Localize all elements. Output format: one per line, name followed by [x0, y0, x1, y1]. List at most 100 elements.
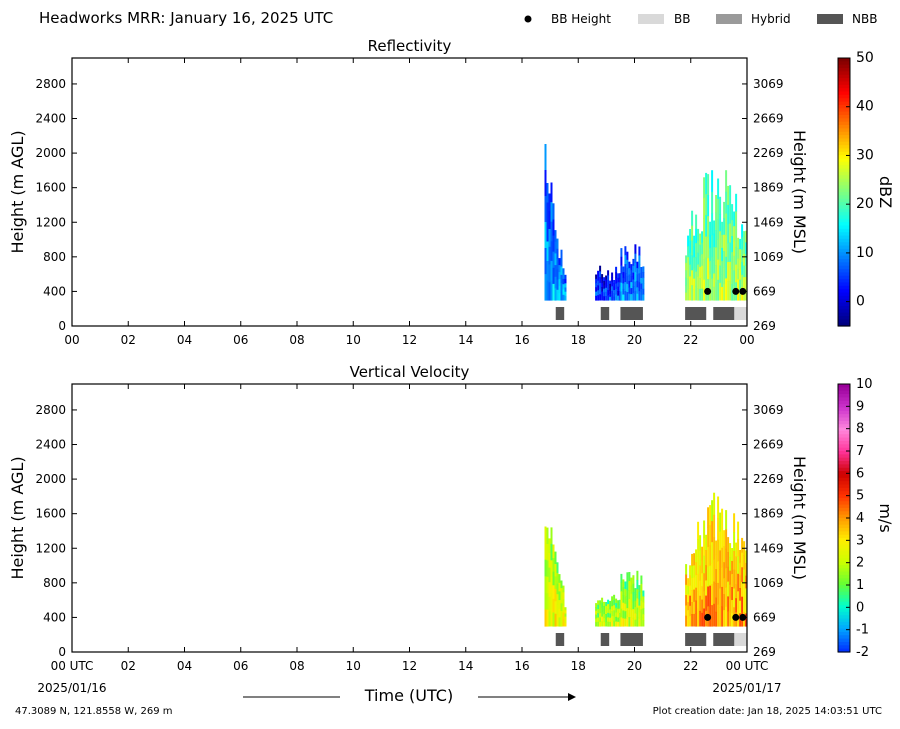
echo-cell	[717, 496, 720, 519]
echo-cell	[548, 264, 551, 283]
echo-cell	[550, 280, 553, 301]
echo-cell	[599, 613, 602, 618]
echo-cell	[725, 548, 728, 569]
colorbar-band	[838, 71, 850, 76]
colorbar-tick-label: 6	[856, 466, 864, 481]
y-right-tick-label: 1869	[753, 181, 784, 195]
echo-cell	[544, 144, 547, 171]
echo-cell	[615, 294, 618, 301]
echo-cell	[705, 550, 708, 566]
echo-cell	[703, 555, 706, 574]
echo-cell	[745, 613, 748, 627]
echo-cell	[607, 612, 610, 618]
colorbar-band	[838, 497, 850, 502]
echo-cell	[622, 294, 625, 301]
echo-cell	[620, 256, 623, 266]
echo-cell	[617, 273, 620, 279]
echo-cell	[552, 598, 555, 613]
echo-cell	[713, 247, 716, 261]
echo-cell	[715, 212, 718, 231]
echo-cell	[544, 526, 547, 544]
echo-cell	[642, 272, 645, 279]
echo-cell	[687, 246, 690, 258]
colorbar-band	[838, 427, 850, 432]
echo-cell	[564, 616, 567, 621]
colorbar-band	[838, 581, 850, 586]
colorbar-band	[838, 275, 850, 280]
colorbar-band	[838, 322, 850, 327]
echo-cell	[562, 284, 565, 290]
echo-cell	[727, 581, 730, 597]
echo-cell	[636, 607, 639, 618]
echo-cell	[548, 567, 551, 583]
colorbar-band	[838, 464, 850, 469]
echo-cell	[703, 590, 706, 609]
echo-cell	[556, 269, 559, 280]
echo-cell	[739, 588, 742, 602]
y-right-tick-label: 2669	[753, 438, 784, 452]
echo-cell	[731, 252, 734, 269]
echo-cell	[713, 603, 716, 627]
echo-cell	[723, 251, 726, 268]
echo-cell	[697, 276, 700, 289]
echo-cell	[739, 600, 742, 614]
echo-cell	[605, 622, 608, 627]
echo-cell	[715, 265, 718, 283]
colorbar-label: m/s	[876, 503, 895, 532]
echo-cell	[560, 603, 563, 612]
echo-cell	[636, 580, 639, 590]
echo-cell	[703, 608, 706, 627]
echo-cell	[620, 573, 623, 584]
echo-cell	[558, 608, 561, 618]
echo-cell	[717, 178, 720, 200]
echo-region	[595, 265, 622, 301]
colorbar-band	[838, 88, 850, 93]
echo-cell	[727, 204, 730, 225]
colorbar-band	[838, 621, 850, 626]
colorbar-band	[838, 131, 850, 136]
echo-cell	[595, 287, 598, 293]
echo-cell	[630, 264, 633, 271]
echo-cell	[733, 255, 736, 272]
echo-cell	[715, 611, 718, 627]
echo-cell	[725, 191, 728, 214]
echo-cell	[624, 264, 627, 274]
colorbar-band	[838, 635, 850, 640]
y-right-tick-label: 2269	[753, 472, 784, 486]
echo-cell	[558, 582, 561, 592]
echo-cell	[603, 288, 606, 293]
echo-cell	[560, 291, 563, 301]
legend-nbb-swatch	[817, 14, 843, 24]
echo-cell	[687, 594, 690, 603]
echo-cell	[727, 185, 730, 206]
echo-cell	[550, 202, 553, 223]
colorbar-band	[838, 631, 850, 636]
echo-cell	[546, 183, 549, 203]
colorbar-band	[838, 518, 850, 522]
echo-cell	[609, 296, 612, 301]
echo-cell	[564, 619, 567, 624]
echo-cell	[717, 561, 720, 584]
echo-cell	[699, 266, 702, 279]
echo-cell	[689, 276, 692, 289]
echo-cell	[548, 553, 551, 569]
echo-cell	[693, 613, 696, 627]
echo-cell	[544, 609, 547, 627]
colorbar-band	[838, 108, 850, 113]
echo-cell	[687, 610, 690, 619]
colorbar-band	[838, 212, 850, 217]
echo-cell	[705, 172, 708, 195]
figure-title: Headworks MRR: January 16, 2025 UTC	[39, 9, 333, 27]
colorbar-band	[838, 279, 850, 284]
echo-cell	[617, 277, 620, 283]
echo-cell	[711, 542, 714, 564]
echo-cell	[607, 275, 610, 281]
echo-cell	[739, 289, 742, 301]
colorbar-band	[838, 302, 850, 307]
y-tick-label: 800	[43, 576, 66, 590]
echo-cell	[695, 575, 698, 589]
echo-cell	[697, 240, 700, 254]
colorbar-band	[838, 531, 850, 536]
echo-cell	[737, 237, 740, 249]
echo-cell	[723, 283, 726, 301]
